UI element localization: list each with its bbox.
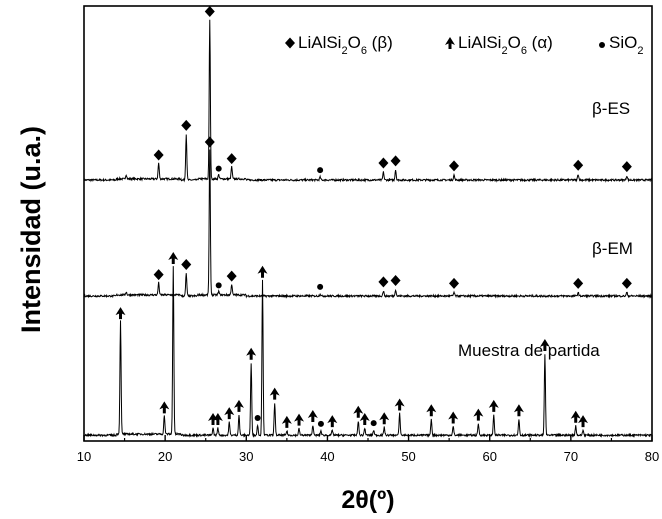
diamond-marker: [153, 149, 164, 161]
trace-line: [83, 149, 653, 299]
sample-label: Muestra de partida: [458, 341, 600, 360]
legend-text-part: O: [348, 33, 361, 52]
trace-line: [83, 19, 653, 183]
x-tick-label: 40: [320, 449, 334, 464]
sample-labels: β-ES β-EM Muestra de partida: [458, 99, 633, 360]
sample-label: β-EM: [592, 239, 633, 258]
diamond-marker: [181, 119, 192, 131]
legend-label: LiAlSi2O6 (β): [298, 33, 393, 57]
diamond-marker: [449, 160, 460, 172]
trace-line: [83, 266, 653, 439]
legend-text-part: SiO: [609, 33, 637, 52]
legend-text-part: 2: [501, 45, 507, 57]
spade-marker: [379, 412, 390, 425]
x-tick-label: 30: [239, 449, 253, 464]
circle-marker: [254, 415, 261, 422]
spade-marker: [294, 413, 305, 426]
x-tick-label: 50: [401, 449, 415, 464]
legend-text-part: LiAlSi: [298, 33, 341, 52]
spade-marker: [539, 339, 550, 351]
diamond-marker: [378, 276, 389, 288]
x-tick-label: 70: [564, 449, 578, 464]
x-tick-label: 60: [482, 449, 496, 464]
legend: LiAlSi2O6 (β) LiAlSi2O6 (α) SiO2: [285, 33, 643, 57]
circle-marker: [215, 165, 222, 172]
circle-marker: [599, 42, 605, 48]
diamond-marker: [573, 277, 584, 289]
spade-marker: [307, 410, 318, 423]
diamond-marker: [390, 155, 401, 167]
spade-marker: [445, 37, 455, 49]
x-tick-label: 10: [77, 449, 91, 464]
spade-marker: [570, 410, 581, 423]
circle-marker: [317, 167, 324, 174]
diamond-marker: [390, 274, 401, 286]
legend-text-part: 6: [521, 45, 527, 57]
x-axis-ticks: 10 20 30 40 50 60 70 80: [77, 435, 659, 464]
spade-marker: [224, 407, 235, 420]
legend-text-part: 6: [361, 45, 367, 57]
spade-marker: [115, 307, 126, 320]
spade-marker: [473, 408, 484, 421]
diamond-marker: [285, 37, 295, 49]
spade-marker: [168, 252, 179, 264]
spade-marker: [359, 412, 370, 425]
circle-marker: [370, 420, 377, 427]
diamond-marker: [204, 6, 215, 17]
diamond-marker: [449, 277, 460, 289]
legend-label: SiO2: [609, 33, 643, 57]
spade-marker: [394, 398, 405, 411]
spade-marker: [327, 415, 338, 428]
spade-marker: [488, 399, 499, 412]
x-tick-label: 80: [645, 449, 659, 464]
spade-marker: [159, 401, 170, 414]
spade-marker: [513, 404, 524, 417]
y-axis-title: Intensidad (u.a.): [16, 126, 46, 333]
spade-marker: [208, 412, 219, 425]
legend-text-part: LiAlSi: [458, 33, 501, 52]
spade-marker: [448, 411, 459, 424]
diamond-marker: [226, 270, 237, 282]
diamond-marker: [204, 136, 215, 148]
legend-text-part: 2: [341, 45, 347, 57]
peak-markers: [115, 6, 632, 428]
legend-text-part: (β): [367, 33, 393, 52]
circle-marker: [215, 282, 222, 289]
spade-marker: [233, 399, 244, 412]
legend-label: LiAlSi2O6 (α): [458, 33, 553, 57]
spade-marker: [353, 405, 364, 418]
spade-marker: [257, 265, 268, 278]
diamond-marker: [181, 259, 192, 271]
diamond-marker: [226, 153, 237, 165]
x-tick-label: 20: [158, 449, 172, 464]
spade-marker: [246, 347, 257, 360]
diamond-marker: [621, 161, 632, 173]
spade-marker: [281, 415, 292, 428]
diamond-marker: [573, 159, 584, 171]
legend-text-part: O: [508, 33, 521, 52]
circle-marker: [317, 283, 324, 290]
diamond-marker: [378, 157, 389, 169]
diffractogram-traces: [83, 19, 653, 439]
diamond-marker: [621, 277, 632, 289]
spade-marker: [426, 404, 437, 417]
spade-marker: [212, 412, 223, 425]
spade-marker: [578, 415, 589, 428]
sample-label: β-ES: [592, 99, 630, 118]
circle-marker: [317, 420, 324, 427]
legend-text-part: (α): [527, 33, 553, 52]
spade-marker: [269, 387, 280, 400]
x-axis-title: 2θ(º): [341, 486, 394, 514]
legend-text-part: 2: [637, 45, 643, 57]
diamond-marker: [153, 269, 164, 281]
